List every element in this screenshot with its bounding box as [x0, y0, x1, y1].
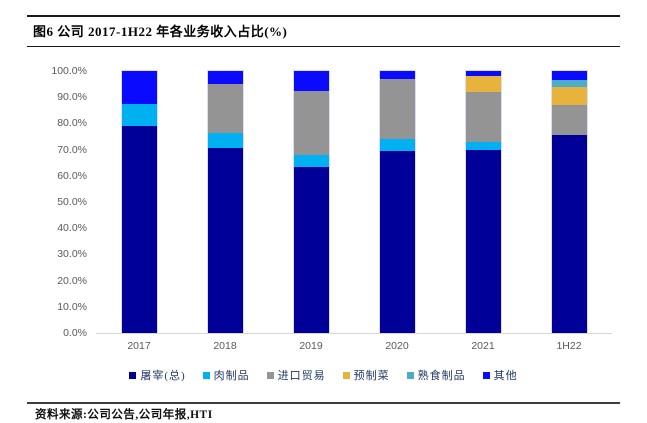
bar-slot-2021: [440, 70, 526, 334]
y-tick-label: 50.0%: [57, 196, 87, 208]
legend-label: 其他: [493, 370, 518, 382]
x-axis-label: 2019: [299, 340, 323, 352]
legend-label: 熟食制品: [417, 370, 466, 382]
bar-segment: [293, 166, 329, 333]
bar-segment: [207, 132, 243, 149]
legend-item: 预制菜: [342, 367, 390, 383]
top-rule: [27, 15, 620, 17]
source-note: 资料来源:公司公告,公司年报,HTI: [35, 409, 213, 421]
stacked-bar-2019: [292, 70, 330, 334]
y-tick-label: 10.0%: [57, 300, 87, 313]
bars-container: [96, 70, 612, 334]
bar-slot-1h22: [526, 70, 612, 334]
legend-item: 屠宰(总): [129, 367, 185, 383]
legend-swatch-icon: [129, 371, 137, 379]
x-axis-label: 2017: [127, 340, 151, 352]
bar-segment: [551, 80, 587, 87]
bar-segment: [293, 71, 329, 91]
legend-label: 进口贸易: [277, 370, 326, 382]
y-tick-label: 30.0%: [57, 248, 87, 261]
y-tick-label: 20.0%: [57, 274, 87, 287]
y-tick-label: 80.0%: [57, 117, 87, 130]
legend-swatch-icon: [406, 371, 414, 379]
figure-title: 图6 公司 2017-1H22 年各业务收入占比(%): [33, 24, 288, 39]
bar-segment: [207, 84, 243, 133]
bar-segment: [207, 148, 243, 333]
bar-segment: [379, 150, 415, 333]
legend-item: 熟食制品: [406, 367, 466, 383]
legend-swatch-icon: [482, 371, 490, 379]
y-tick-label: 60.0%: [57, 169, 87, 182]
bar-segment: [551, 105, 587, 136]
x-axis-label: 1H22: [556, 340, 582, 352]
x-axis-line: [96, 333, 612, 334]
bar-segment: [551, 71, 587, 81]
bar-segment: [121, 71, 157, 104]
x-axis-labels: 2017 2018 2019 2020 2021 1H22: [96, 340, 612, 352]
legend-item: 肉制品: [202, 367, 250, 383]
legend-label: 屠宰(总): [140, 370, 186, 382]
bar-segment: [121, 103, 157, 127]
bar-segment: [379, 139, 415, 151]
y-tick-label: 70.0%: [57, 143, 87, 156]
bar-segment: [465, 141, 501, 150]
bar-segment: [551, 86, 587, 106]
chart-legend: 屠宰(总) 肉制品 进口贸易 预制菜 熟食制品 其他: [27, 367, 620, 383]
legend-item: 进口贸易: [266, 367, 326, 383]
x-axis-label: 2021: [471, 340, 495, 352]
plot-area: [96, 70, 612, 334]
y-tick-label: 90.0%: [57, 91, 87, 104]
x-axis-label: 2020: [385, 340, 409, 352]
stacked-bar-2021: [464, 70, 502, 334]
bar-segment: [465, 76, 501, 92]
y-tick-label: 100.0%: [51, 65, 87, 77]
footer-rule: [27, 402, 620, 404]
bar-segment: [379, 78, 415, 140]
bar-segment: [551, 135, 587, 333]
bar-slot-2019: [268, 70, 354, 334]
legend-swatch-icon: [202, 371, 210, 379]
stacked-bar-chart: 100.0% 90.0% 80.0% 70.0% 60.0% 50.0% 40.0% 30.0…: [0, 55, 647, 382]
bar-slot-2017: [96, 70, 182, 334]
legend-label: 肉制品: [213, 370, 250, 382]
legend-label: 预制菜: [353, 370, 390, 382]
bar-segment: [465, 91, 501, 142]
bar-segment: [379, 71, 415, 79]
bar-segment: [207, 71, 243, 85]
y-tick-label: 40.0%: [57, 222, 87, 235]
bar-segment: [121, 126, 157, 333]
bar-slot-2018: [182, 70, 268, 334]
stacked-bar-2018: [206, 70, 244, 334]
bar-segment: [465, 71, 501, 77]
stacked-bar-2017: [120, 70, 158, 334]
bar-segment: [293, 154, 329, 167]
x-axis-label: 2018: [213, 340, 237, 352]
legend-item: 其他: [482, 367, 518, 383]
stacked-bar-2020: [378, 70, 416, 334]
bar-segment: [465, 149, 501, 333]
legend-swatch-icon: [342, 371, 350, 379]
bar-slot-2020: [354, 70, 440, 334]
title-underline-rule: [27, 46, 620, 47]
legend-swatch-icon: [266, 371, 274, 379]
stacked-bar-1h22: [550, 70, 588, 334]
bar-segment: [293, 90, 329, 155]
y-tick-label: 0.0%: [63, 327, 87, 339]
